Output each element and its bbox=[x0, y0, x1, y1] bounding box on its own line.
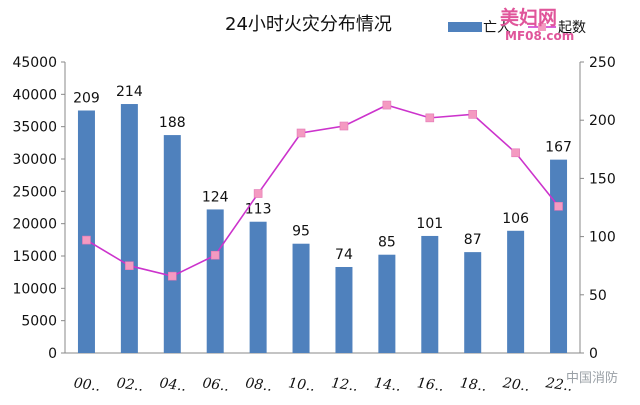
bar bbox=[507, 230, 525, 353]
y-left-tick-label: 40000 bbox=[12, 87, 57, 103]
legend: 亡人 起数 bbox=[448, 20, 586, 36]
legend-line-label: 起数 bbox=[558, 20, 586, 36]
line-point bbox=[125, 261, 134, 271]
bar-data-label: 214 bbox=[116, 84, 143, 100]
x-tick-label: 12.. bbox=[330, 375, 359, 395]
chart-title: 24小时火灾分布情况 bbox=[225, 14, 392, 35]
bar bbox=[292, 243, 310, 353]
bar-data-label: 124 bbox=[202, 189, 229, 205]
line-point bbox=[468, 110, 478, 119]
y-left-tick-label: 35000 bbox=[12, 120, 57, 136]
y-left-tick-label: 0 bbox=[48, 346, 57, 362]
bar bbox=[378, 254, 396, 353]
y-left-tick-label: 10000 bbox=[12, 281, 57, 297]
bar bbox=[464, 252, 482, 353]
line-point bbox=[82, 235, 91, 245]
line-point bbox=[425, 113, 435, 123]
y-right-tick-label: 50 bbox=[589, 288, 607, 304]
bar bbox=[550, 159, 568, 353]
bar-data-label: 74 bbox=[335, 247, 353, 263]
bar-data-label: 167 bbox=[545, 140, 572, 156]
x-tick-label: 00.. bbox=[73, 375, 102, 395]
bar bbox=[206, 209, 224, 353]
y-left-tick-label: 20000 bbox=[12, 217, 57, 233]
line-point bbox=[511, 148, 520, 158]
bar-data-label: 209 bbox=[73, 91, 100, 107]
bar bbox=[335, 266, 353, 353]
bar-data-label: 101 bbox=[416, 216, 443, 232]
bar bbox=[120, 104, 138, 354]
legend-bar-swatch bbox=[448, 22, 482, 32]
line-point bbox=[253, 189, 263, 198]
bar bbox=[249, 221, 267, 353]
watermark-url: MF08.com bbox=[505, 29, 574, 43]
line-series bbox=[86, 104, 560, 278]
x-tick-label: 04.. bbox=[159, 375, 188, 395]
plot-area: 0 5000 10000 15000 20000 25000 30000 35000 40000… bbox=[12, 55, 615, 395]
watermark-text: 美妇网 bbox=[500, 6, 557, 29]
y-left-tick-label: 5000 bbox=[21, 314, 57, 330]
bar-data-label: 188 bbox=[159, 115, 186, 131]
y-left-tick-label: 25000 bbox=[12, 184, 57, 200]
y-left-tick-label: 45000 bbox=[12, 55, 57, 71]
y-right-tick-label: 200 bbox=[589, 113, 616, 129]
bar-data-label: 113 bbox=[245, 202, 272, 218]
watermark-logo: 美妇网 MF08.com bbox=[500, 6, 574, 43]
bar bbox=[421, 235, 439, 353]
line-point bbox=[296, 128, 306, 138]
bar-data-label: 85 bbox=[378, 235, 396, 251]
y-left-tick-label: 15000 bbox=[12, 249, 57, 265]
y-left-tick-label: 30000 bbox=[12, 152, 57, 168]
line-point bbox=[167, 271, 177, 281]
y-right-tick-label: 100 bbox=[589, 230, 616, 246]
bar-data-label: 106 bbox=[502, 211, 529, 227]
x-tick-label: 02.. bbox=[116, 375, 145, 395]
legend-line-marker bbox=[538, 23, 546, 31]
y-right-tick-label: 150 bbox=[589, 171, 616, 187]
line-point bbox=[554, 202, 563, 211]
bar bbox=[163, 135, 181, 353]
x-tick-label: 20.. bbox=[501, 375, 531, 395]
x-tick-label: 10.. bbox=[287, 375, 316, 395]
y-right-tick-label: 0 bbox=[589, 346, 598, 362]
x-tick-label: 14.. bbox=[373, 375, 402, 395]
legend-bar-label: 亡人 bbox=[483, 20, 511, 36]
x-tick-label: 16.. bbox=[416, 375, 445, 395]
bar-data-label: 95 bbox=[292, 224, 310, 240]
bar-data-label: 87 bbox=[464, 232, 482, 248]
y-right-tick-label: 250 bbox=[589, 55, 616, 71]
x-tick-label: 18.. bbox=[459, 375, 488, 395]
line-point bbox=[382, 100, 392, 110]
x-tick-label: 06.. bbox=[201, 375, 230, 395]
source-mark: 中国消防 bbox=[566, 370, 618, 386]
x-tick-label: 08.. bbox=[244, 375, 273, 395]
bar bbox=[77, 110, 95, 353]
line-point bbox=[210, 250, 220, 260]
x-tick-label: 22.. bbox=[544, 375, 574, 395]
line-point bbox=[339, 121, 349, 131]
